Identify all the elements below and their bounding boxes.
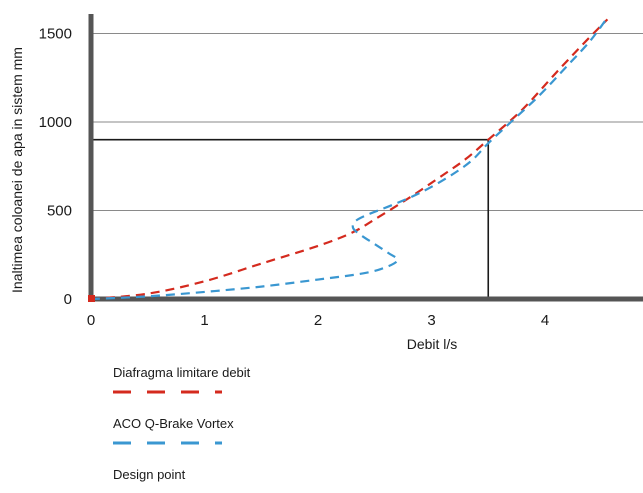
- axis-titles-layer: Debit l/s Inaltimea coloanei de apa in s…: [9, 47, 457, 352]
- series-layer: [88, 16, 609, 302]
- y-tick-label-0: 0: [64, 291, 72, 308]
- grid-layer: [91, 33, 643, 211]
- x-tick-label-3: 3: [427, 312, 435, 329]
- design-point-layer: [91, 138, 490, 299]
- tick-labels-layer: 0 500 1000 1500 0 1 2 3 4: [39, 26, 550, 330]
- legend-label-vortex: ACO Q-Brake Vortex: [113, 416, 234, 431]
- legend: Diafragma limitare debit ACO Q-Brake Vor…: [113, 365, 251, 482]
- x-tick-label-1: 1: [200, 312, 208, 329]
- legend-item-design-point: Design point: [113, 467, 186, 482]
- y-tick-label-1500: 1500: [39, 26, 72, 43]
- legend-item-vortex: ACO Q-Brake Vortex: [113, 416, 234, 445]
- origin-marker: [88, 295, 95, 302]
- series-line-diafragma: [90, 18, 609, 301]
- x-tick-label-2: 2: [314, 312, 322, 329]
- series-line-vortex: [90, 16, 609, 301]
- legend-item-diafragma: Diafragma limitare debit: [113, 365, 251, 394]
- y-tick-label-500: 500: [47, 203, 72, 220]
- x-tick-label-0: 0: [87, 312, 95, 329]
- x-tick-label-4: 4: [541, 312, 549, 329]
- axes-layer: [88, 14, 643, 302]
- legend-label-diafragma: Diafragma limitare debit: [113, 365, 251, 380]
- y-tick-label-1000: 1000: [39, 114, 72, 131]
- x-axis-title: Debit l/s: [407, 336, 458, 352]
- y-axis-title: Inaltimea coloanei de apa in sistem mm: [9, 47, 25, 293]
- legend-label-design-point: Design point: [113, 467, 186, 482]
